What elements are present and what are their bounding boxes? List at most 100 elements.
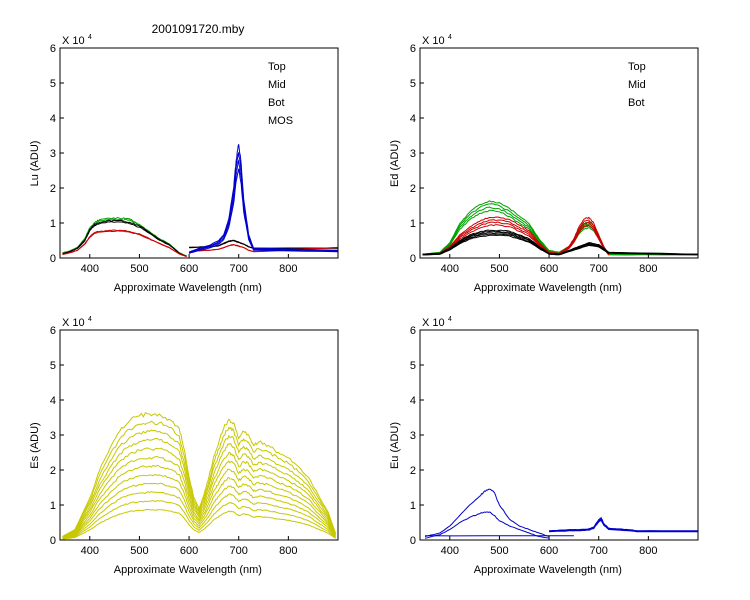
series-line-es xyxy=(62,473,336,539)
series-line-mid xyxy=(62,229,187,258)
plot-frame xyxy=(59,47,339,259)
series-line-mid xyxy=(422,219,610,255)
y-tick-label: 1 xyxy=(410,500,416,512)
series-line-mid xyxy=(422,221,609,256)
y-exponent-label: X 10 xyxy=(422,317,445,329)
series-line-eu-red-band xyxy=(549,516,698,532)
x-tick-label: 400 xyxy=(441,263,459,275)
series-line-top xyxy=(62,219,187,257)
series-group xyxy=(422,200,698,256)
series-line-es xyxy=(62,508,336,540)
y-tick-label: 3 xyxy=(410,148,416,160)
y-tick-label: 0 xyxy=(50,253,56,265)
y-exponent-label: X 10 xyxy=(62,317,85,329)
x-tick-label: 400 xyxy=(441,545,459,557)
y-tick-label: 1 xyxy=(50,218,56,230)
y-tick-label: 4 xyxy=(50,395,56,407)
figure-title: 2001091720.mby xyxy=(152,22,245,36)
legend-entry-top: Top xyxy=(268,61,286,73)
series-line-es xyxy=(62,429,336,538)
x-tick-label: 700 xyxy=(230,545,248,557)
series-group xyxy=(62,144,338,258)
x-tick-label: 800 xyxy=(279,263,297,275)
y-axis-label: Eu (ADU) xyxy=(389,422,401,469)
x-tick-label: 800 xyxy=(639,263,657,275)
x-tick-label: 500 xyxy=(130,263,148,275)
x-tick-label: 800 xyxy=(279,545,297,557)
legend-entry-top: Top xyxy=(628,61,646,73)
x-axis-label: Approximate Wavelength (nm) xyxy=(114,282,262,294)
series-line-mid xyxy=(422,224,610,256)
series-line-es xyxy=(62,447,336,538)
y-tick-label: 6 xyxy=(410,43,416,55)
series-line-top xyxy=(62,221,187,257)
y-tick-label: 5 xyxy=(410,78,416,90)
series-line-bot xyxy=(422,203,698,256)
series-line-mos xyxy=(188,168,338,254)
x-axis-label: Approximate Wavelength (nm) xyxy=(474,564,622,576)
x-tick-label: 500 xyxy=(490,263,508,275)
y-tick-label: 6 xyxy=(410,325,416,337)
y-exponent-power: 4 xyxy=(448,316,452,323)
y-exponent-label: X 10 xyxy=(62,35,85,47)
x-axis-label: Approximate Wavelength (nm) xyxy=(114,564,262,576)
y-axis-label: Lu (ADU) xyxy=(29,141,41,187)
series-line-bot xyxy=(422,200,698,255)
x-tick-label: 500 xyxy=(490,545,508,557)
x-axis-label: Approximate Wavelength (nm) xyxy=(474,282,622,294)
legend: Top Mid Bot MOS xyxy=(268,61,293,127)
series-line-eu-low xyxy=(424,511,550,539)
series-line-es xyxy=(62,482,336,539)
y-tick-label: 0 xyxy=(410,253,416,265)
series-line-top xyxy=(422,234,698,256)
y-tick-label: 2 xyxy=(410,465,416,477)
series-line-es xyxy=(62,491,336,540)
y-axis-label: Ed (ADU) xyxy=(389,140,401,187)
series-line-bot xyxy=(62,218,187,257)
legend-entry-mid: Mid xyxy=(628,79,646,91)
y-tick-label: 2 xyxy=(410,183,416,195)
series-line-es xyxy=(62,464,336,539)
y-tick-label: 4 xyxy=(410,395,416,407)
y-tick-label: 5 xyxy=(50,360,56,372)
y-tick-label: 6 xyxy=(50,325,56,337)
series-line-mos xyxy=(188,152,338,253)
x-tick-label: 600 xyxy=(180,263,198,275)
y-tick-label: 2 xyxy=(50,183,56,195)
y-tick-label: 6 xyxy=(50,43,56,55)
legend: Top Mid Bot xyxy=(628,61,646,109)
series-line-es xyxy=(62,499,336,540)
series-line-es xyxy=(62,412,336,537)
legend-entry-mos: MOS xyxy=(268,115,293,127)
x-tick-label: 700 xyxy=(230,263,248,275)
y-exponent-label: X 10 xyxy=(422,35,445,47)
y-tick-label: 3 xyxy=(410,430,416,442)
series-line-es xyxy=(62,437,336,538)
legend-entry-bot: Bot xyxy=(628,97,645,109)
series-line-bot xyxy=(422,206,698,256)
plot-frame xyxy=(419,47,699,259)
series-line-top xyxy=(422,233,698,256)
series-line-mos xyxy=(188,158,338,254)
y-tick-label: 1 xyxy=(410,218,416,230)
series-line-mid-red-band- xyxy=(191,244,338,253)
series-line-bot xyxy=(62,216,187,257)
x-tick-label: 700 xyxy=(590,263,608,275)
y-tick-label: 0 xyxy=(410,535,416,547)
y-tick-label: 0 xyxy=(50,535,56,547)
y-tick-label: 2 xyxy=(50,465,56,477)
x-tick-label: 400 xyxy=(81,545,99,557)
y-tick-label: 1 xyxy=(50,500,56,512)
series-line-es xyxy=(62,456,336,539)
series-line-es xyxy=(62,420,336,538)
series-line-eu-red-band xyxy=(549,519,698,533)
x-tick-label: 600 xyxy=(540,263,558,275)
x-tick-label: 800 xyxy=(639,545,657,557)
y-exponent-power: 4 xyxy=(448,34,452,41)
series-group xyxy=(424,488,698,539)
